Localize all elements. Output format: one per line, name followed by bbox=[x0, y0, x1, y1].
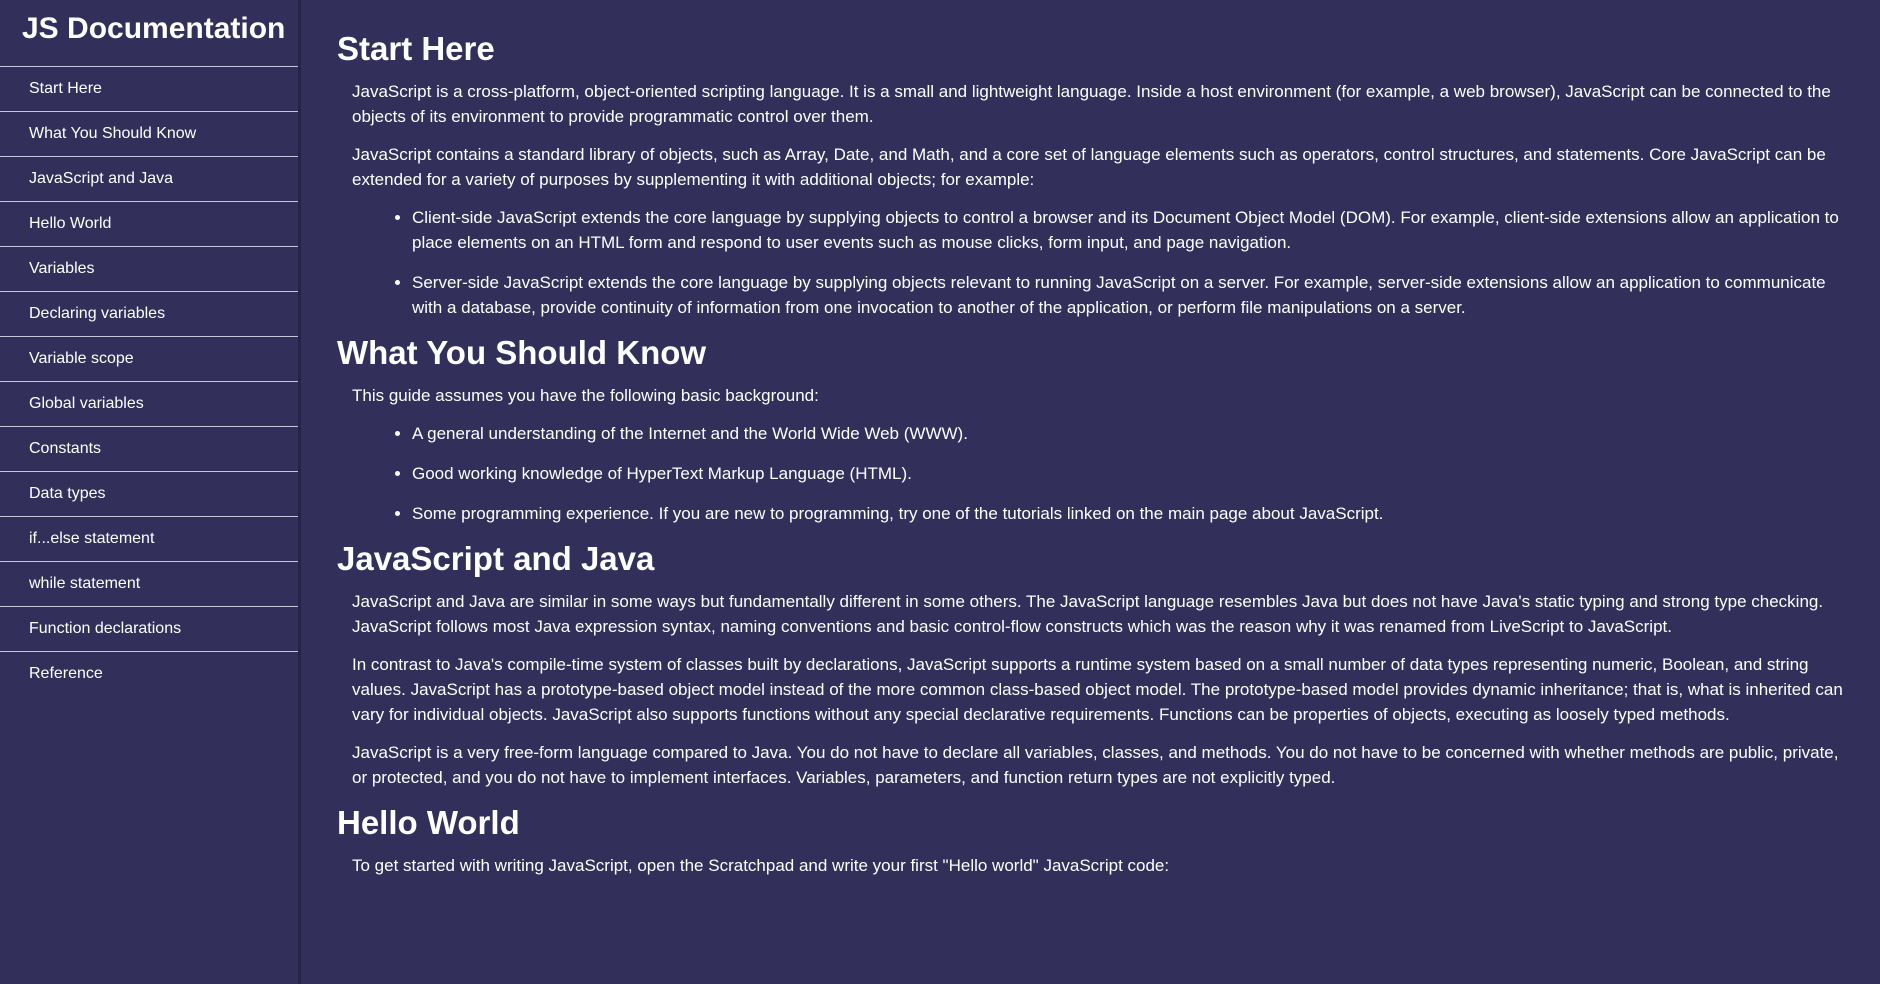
list-item: Server-side JavaScript extends the core … bbox=[412, 270, 1854, 320]
nav-link-declaring-variables[interactable]: Declaring variables bbox=[29, 305, 166, 322]
paragraph: JavaScript is a very free-form language … bbox=[352, 743, 1839, 787]
section-body: JavaScript and Java are similar in some … bbox=[337, 579, 1854, 790]
nav-item: Declaring variables bbox=[0, 292, 298, 337]
paragraph: JavaScript and Java are similar in some … bbox=[352, 592, 1824, 636]
nav-link-hello-world[interactable]: Hello World bbox=[29, 215, 112, 232]
nav-link-variables[interactable]: Variables bbox=[29, 260, 95, 277]
sidebar-nav: JS Documentation Start Here What You Sho… bbox=[0, 0, 301, 984]
nav-link-while-statement[interactable]: while statement bbox=[29, 575, 141, 592]
section-body: To get started with writing JavaScript, … bbox=[337, 843, 1854, 878]
nav-item: while statement bbox=[0, 562, 298, 607]
nav-link-variable-scope[interactable]: Variable scope bbox=[29, 350, 134, 367]
nav-title: JS Documentation bbox=[0, 0, 298, 67]
nav-link-constants[interactable]: Constants bbox=[29, 440, 102, 457]
nav-item: Hello World bbox=[0, 202, 298, 247]
nav-link-if-else-statement[interactable]: if...else statement bbox=[29, 530, 155, 547]
section-title: JavaScript and Java bbox=[337, 540, 655, 577]
list-item: Some programming experience. If you are … bbox=[412, 501, 1854, 526]
section-title: Start Here bbox=[337, 30, 495, 67]
section-hello-world: Hello World To get started with writing … bbox=[301, 803, 1880, 878]
nav-item: Start Here bbox=[0, 67, 298, 112]
nav-item: if...else statement bbox=[0, 517, 298, 562]
section-javascript-and-java: JavaScript and Java JavaScript and Java … bbox=[301, 539, 1880, 790]
section-title: Hello World bbox=[337, 804, 520, 841]
section-title: What You Should Know bbox=[337, 334, 707, 371]
paragraph: This guide assumes you have the followin… bbox=[352, 386, 819, 405]
nav-link-start-here[interactable]: Start Here bbox=[29, 80, 102, 97]
list-item: Good working knowledge of HyperText Mark… bbox=[412, 461, 1854, 486]
paragraph: JavaScript is a cross-platform, object-o… bbox=[352, 82, 1831, 126]
section-body: This guide assumes you have the followin… bbox=[337, 373, 1854, 526]
main-document: Start Here JavaScript is a cross-platfor… bbox=[301, 0, 1880, 984]
list-item: Client-side JavaScript extends the core … bbox=[412, 205, 1854, 255]
nav-item: Global variables bbox=[0, 382, 298, 427]
section-body: JavaScript is a cross-platform, object-o… bbox=[337, 69, 1854, 320]
paragraph: In contrast to Java's compile-time syste… bbox=[352, 655, 1843, 724]
nav-link-function-declarations[interactable]: Function declarations bbox=[29, 620, 182, 637]
nav-item: Data types bbox=[0, 472, 298, 517]
nav-item: Reference bbox=[0, 652, 298, 697]
nav-item: Variable scope bbox=[0, 337, 298, 382]
nav-item: Variables bbox=[0, 247, 298, 292]
nav-item: Function declarations bbox=[0, 607, 298, 652]
list-item: A general understanding of the Internet … bbox=[412, 421, 1854, 446]
nav-item: Constants bbox=[0, 427, 298, 472]
nav-link-reference[interactable]: Reference bbox=[29, 665, 103, 682]
nav-link-data-types[interactable]: Data types bbox=[29, 485, 106, 502]
nav-link-what-you-should-know[interactable]: What You Should Know bbox=[29, 125, 197, 142]
bullet-list: A general understanding of the Internet … bbox=[352, 421, 1854, 526]
paragraph: JavaScript contains a standard library o… bbox=[352, 145, 1826, 189]
nav-link-javascript-and-java[interactable]: JavaScript and Java bbox=[29, 170, 174, 187]
paragraph: To get started with writing JavaScript, … bbox=[352, 856, 1170, 875]
section-start-here: Start Here JavaScript is a cross-platfor… bbox=[301, 0, 1880, 320]
nav-item: JavaScript and Java bbox=[0, 157, 298, 202]
nav-list: Start Here What You Should Know JavaScri… bbox=[0, 67, 298, 697]
nav-link-global-variables[interactable]: Global variables bbox=[29, 395, 144, 412]
bullet-list: Client-side JavaScript extends the core … bbox=[352, 205, 1854, 320]
nav-item: What You Should Know bbox=[0, 112, 298, 157]
section-what-you-should-know: What You Should Know This guide assumes … bbox=[301, 333, 1880, 526]
